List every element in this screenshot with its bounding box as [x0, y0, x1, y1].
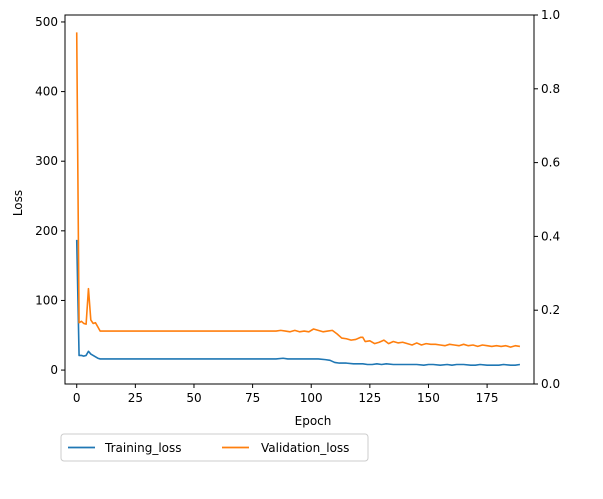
x-tick-label: 150 — [417, 391, 440, 405]
x-axis-ticks: 0 25 50 75 100 125 150 175 — [73, 384, 499, 405]
legend-label-validation: Validation_loss — [261, 441, 349, 455]
y-axis-ticks: 0 100 200 300 400 500 — [35, 15, 65, 377]
series-lines — [75, 32, 521, 366]
y2-axis-ticks: 0.0 0.2 0.4 0.6 0.8 1.0 — [534, 8, 560, 391]
x-tick-label: 25 — [128, 391, 143, 405]
y-tick-label: 100 — [35, 293, 58, 307]
legend-box — [60, 433, 369, 462]
y2-tick-label: 0.8 — [541, 82, 560, 96]
y2-tick-label: 0.6 — [541, 156, 560, 170]
x-tick-label: 50 — [186, 391, 201, 405]
y-tick-label: 300 — [35, 154, 58, 168]
y2-tick-label: 1.0 — [541, 8, 560, 22]
x-tick-label: 125 — [358, 391, 381, 405]
x-tick-label: 175 — [476, 391, 499, 405]
legend: Training_loss Validation_loss — [60, 433, 369, 462]
y2-tick-label: 0.4 — [541, 229, 560, 243]
y-tick-label: 400 — [35, 85, 58, 99]
y-tick-label: 200 — [35, 224, 58, 238]
x-tick-label: 100 — [300, 391, 323, 405]
y-axis-label: Loss — [11, 190, 25, 216]
y2-tick-label: 0.2 — [541, 303, 560, 317]
legend-label-training: Training_loss — [104, 441, 182, 455]
x-tick-label: 0 — [73, 391, 81, 405]
series-line-training-loss — [75, 239, 521, 366]
x-tick-label: 75 — [245, 391, 260, 405]
y-tick-label: 0 — [50, 363, 58, 377]
plot-frame — [64, 14, 535, 385]
y-tick-label: 500 — [35, 15, 58, 29]
x-axis-label: Epoch — [295, 414, 332, 428]
y2-tick-label: 0.0 — [541, 377, 560, 391]
series-line-validation-loss — [75, 32, 521, 348]
